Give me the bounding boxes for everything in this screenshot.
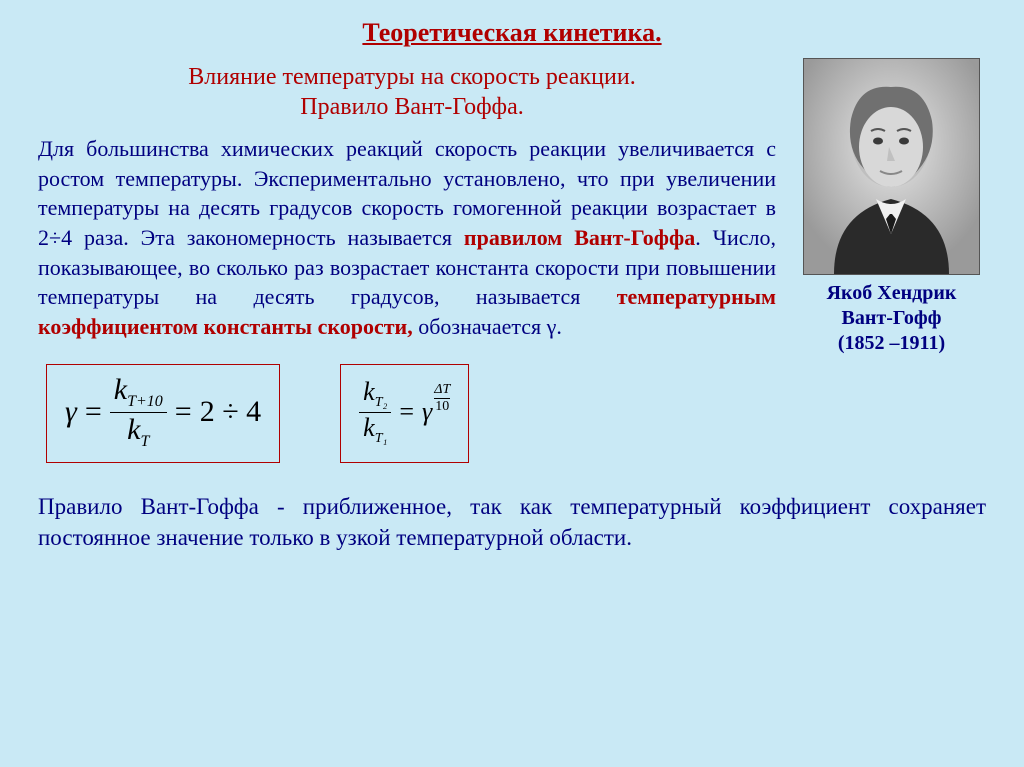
f1-den-sub: T — [140, 433, 149, 450]
subtitle-line1: Влияние температуры на скорость реакции. — [188, 64, 635, 90]
f2-den-k: k — [363, 413, 375, 442]
body-part-c: обозначается γ. — [413, 314, 562, 339]
f1-rhs: 2 ÷ 4 — [200, 395, 261, 429]
f2-exp-den: 10 — [435, 400, 449, 414]
f1-lhs: γ — [65, 395, 77, 429]
formula-ratio: kT₂ kT₁ = γ ΔT 10 — [340, 364, 469, 463]
formula-gamma-definition: γ = kT+10 kT = 2 ÷ 4 — [46, 364, 280, 463]
slide-container: Теоретическая кинетика. Влияние температ… — [0, 0, 1024, 767]
f2-fraction: kT₂ kT₁ — [359, 379, 391, 446]
page-title: Теоретическая кинетика. — [38, 18, 986, 48]
portrait-block: Якоб Хендрик Вант-Гофф (1852 –1911) — [799, 58, 984, 356]
f2-exponent: ΔT 10 — [434, 383, 450, 414]
main-paragraph: Для большинства химических реакций скоро… — [38, 134, 776, 342]
f2-exp-num: ΔT — [434, 383, 450, 397]
caption-surname: Вант-Гофф — [842, 307, 942, 329]
f1-fraction: kT+10 kT — [110, 375, 167, 450]
caption-name: Якоб Хендрик — [827, 282, 957, 304]
f1-num-k: k — [114, 373, 127, 406]
subtitle: Влияние температуры на скорость реакции.… — [38, 62, 786, 122]
closing-paragraph: Правило Вант-Гоффа - приближенное, так к… — [38, 491, 986, 553]
f2-base: γ — [422, 397, 432, 427]
f1-num-sub: T+10 — [127, 393, 163, 410]
subtitle-line2: Правило Вант-Гоффа. — [300, 94, 524, 120]
term-rule: правилом Вант-Гоффа — [464, 225, 695, 250]
formula-row: γ = kT+10 kT = 2 ÷ 4 kT₂ kT₁ = γ ΔT 10 — [46, 364, 986, 463]
caption-dates: (1852 –1911) — [838, 332, 945, 354]
portrait-caption: Якоб Хендрик Вант-Гофф (1852 –1911) — [799, 281, 984, 356]
f1-den-k: k — [127, 413, 140, 446]
f2-den-sub: T₁ — [375, 431, 388, 446]
portrait-vant-hoff-icon — [803, 58, 980, 275]
f2-num-sub: T₂ — [375, 395, 388, 410]
f2-num-k: k — [363, 377, 375, 406]
